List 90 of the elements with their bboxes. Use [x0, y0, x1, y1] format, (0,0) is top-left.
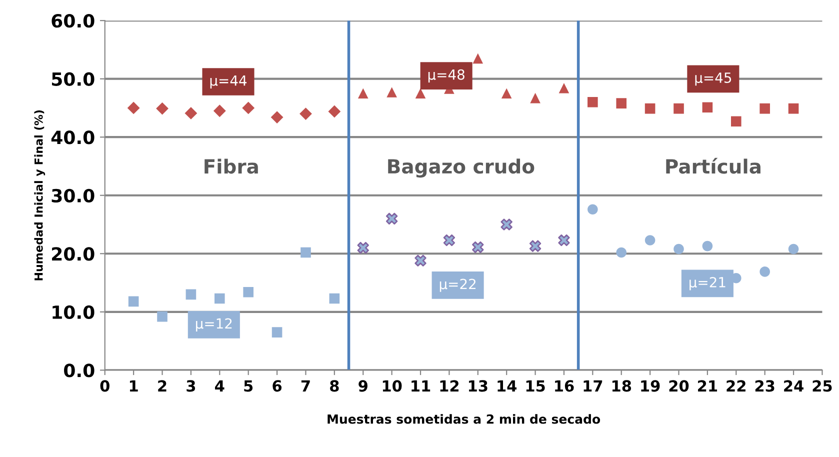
point [243, 286, 254, 298]
point [415, 88, 426, 99]
y-tick-label: 10.0 [52, 305, 94, 320]
x-tick-label: 17 [584, 380, 602, 392]
x-tick-label: 23 [755, 380, 774, 392]
point [730, 116, 742, 127]
point [644, 235, 656, 246]
point [500, 218, 512, 230]
point [760, 266, 770, 277]
point [616, 98, 627, 108]
x-tick-label: 2 [158, 380, 166, 392]
y-tick-label: 0.0 [64, 364, 94, 378]
x-tick-label: 7 [301, 380, 310, 392]
point [472, 53, 484, 64]
point [674, 244, 684, 254]
point [300, 247, 311, 258]
point [128, 296, 139, 307]
y-tick-label: 50.0 [52, 72, 94, 86]
point [588, 204, 598, 214]
point [674, 103, 684, 114]
point [443, 234, 456, 246]
x-tick-label: 25 [812, 380, 832, 392]
point [558, 234, 570, 246]
annotation: Bagazo crudo [388, 158, 534, 178]
x-tick-label: 9 [358, 380, 368, 392]
point [702, 102, 713, 113]
y-tick-label: 60.0 [52, 14, 94, 28]
x-tick-label: 12 [440, 380, 459, 392]
x-tick-label: 24 [784, 380, 804, 392]
point [530, 92, 540, 104]
point [329, 293, 340, 304]
annotation: Partícula [666, 158, 760, 174]
x-tick-label: 20 [669, 380, 689, 392]
point [127, 102, 140, 114]
point [272, 327, 282, 338]
point [414, 254, 426, 266]
point [788, 244, 799, 254]
x-tick-label: 4 [215, 380, 224, 392]
point [358, 88, 368, 99]
x-tick-label: 3 [186, 380, 196, 392]
point [300, 108, 312, 120]
point [501, 88, 512, 99]
x-tick-label: 11 [412, 380, 430, 392]
point [644, 103, 656, 114]
x-tick-label: 0 [100, 380, 110, 392]
point [186, 289, 196, 300]
point [386, 87, 397, 98]
x-tick-label: 18 [612, 380, 632, 392]
annotation: μ=45 [695, 72, 732, 86]
point [760, 103, 770, 114]
annotation: Fibra [204, 158, 258, 174]
x-tick-label: 10 [382, 380, 402, 392]
y-tick-label: 40.0 [51, 130, 94, 144]
point [472, 241, 484, 254]
point [558, 83, 570, 94]
point [529, 240, 542, 252]
point [357, 242, 369, 254]
point [242, 102, 255, 114]
y-tick-label: 20.0 [52, 247, 94, 261]
x-tick-label: 22 [726, 380, 746, 392]
x-tick-label: 8 [330, 380, 339, 392]
x-tick-label: 1 [130, 380, 138, 392]
x-tick-label: 21 [698, 380, 718, 392]
y-axis-title: Humedad Inicial y Final (%) [34, 110, 46, 280]
point [386, 212, 398, 225]
annotation: μ=48 [428, 69, 464, 83]
point [588, 96, 598, 108]
point [214, 293, 225, 304]
point [788, 103, 799, 114]
point [156, 102, 168, 115]
point [616, 247, 627, 258]
point [184, 107, 198, 120]
annotation: μ=21 [690, 276, 726, 290]
point [270, 111, 284, 124]
annotation: μ=22 [440, 278, 476, 292]
annotation: μ=44 [210, 75, 247, 88]
point [702, 240, 713, 252]
x-tick-label: 16 [555, 380, 574, 392]
x-tick-label: 14 [498, 380, 517, 392]
point [157, 311, 168, 322]
x-tick-label: 15 [526, 380, 545, 392]
x-tick-label: 5 [244, 380, 253, 392]
x-tick-label: 6 [272, 380, 282, 392]
point [328, 105, 341, 118]
x-axis-title: Muestras sometidas a 2 min de secado [328, 414, 600, 424]
x-tick-label: 19 [641, 380, 660, 392]
point [213, 104, 226, 118]
x-tick-label: 13 [468, 380, 488, 392]
y-tick-label: 30.0 [52, 188, 94, 202]
annotation: μ=12 [196, 318, 232, 332]
